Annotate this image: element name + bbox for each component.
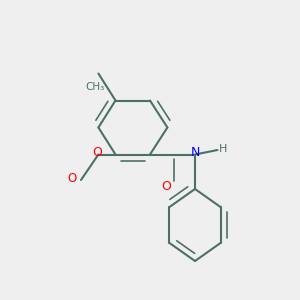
Text: CH₃: CH₃ — [86, 82, 105, 92]
Text: O: O — [92, 146, 102, 160]
Text: N: N — [190, 146, 200, 160]
Text: O: O — [67, 172, 76, 185]
Text: H: H — [219, 143, 228, 154]
Text: O: O — [161, 179, 171, 193]
